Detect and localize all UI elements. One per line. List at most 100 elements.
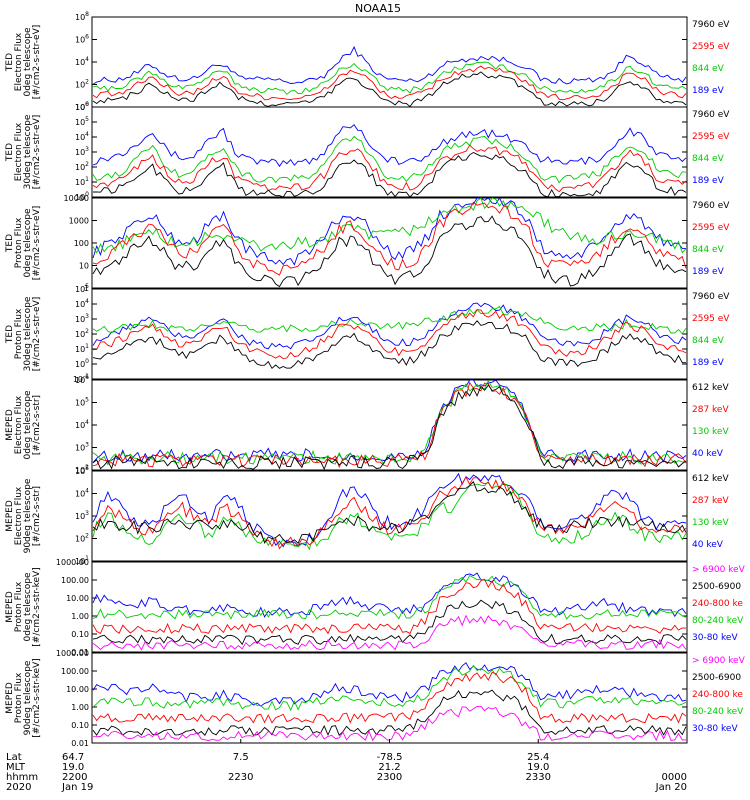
x-tick-label: 7.5 [233, 752, 249, 763]
y-axis-label-line: 0deg telescope [23, 572, 33, 642]
panel-frame [91, 106, 688, 198]
panel-p2: 100 101 102 103 104 105 106 TED Electron Flux 30d… [5, 101, 730, 202]
y-tick-label: 102 [75, 464, 89, 475]
legend-entry: 612 keV [692, 474, 729, 484]
y-axis-label-line: Electron Flux [14, 122, 24, 181]
legend-entry: 612 keV [692, 383, 729, 393]
y-tick-label: 10 [79, 262, 89, 271]
y-tick-label: 105 [75, 116, 89, 127]
series-line-130-kev [92, 379, 687, 466]
panel-p6: 101 102 103 104 105 MEPED Electron Flux 90deg t… [5, 465, 729, 566]
legend-entry: 189 eV [692, 267, 725, 277]
y-axis-label-line: MEPED [5, 591, 15, 623]
legend-entry: 30-80 keV [692, 633, 738, 643]
y-axis-label-line: Electron Flux [14, 32, 24, 91]
legend-entry: 130 keV [692, 427, 729, 437]
y-axis-label-line: 30deg telescope [23, 114, 33, 189]
panel-frame [91, 16, 688, 108]
y-tick-label: 10.00 [66, 685, 89, 694]
series-line-287-kev [92, 381, 687, 469]
y-tick-label: 102 [75, 328, 89, 339]
legend-entry: 240-800 ke [692, 599, 743, 609]
series-line-130-kev [92, 480, 687, 551]
series-line-844-ev [92, 61, 687, 95]
x-tick-label: 19.0 [527, 762, 549, 773]
y-axis-label-line: 30deg telescope [23, 296, 33, 371]
series-line-240-800-ke [92, 578, 687, 635]
legend-entry: 2500-6900 [692, 673, 741, 683]
legend-entry: 189 eV [692, 86, 725, 96]
x-row-label-year: 2020 [6, 782, 31, 793]
y-axis-label-line: MEPED [5, 409, 15, 441]
y-tick-label: 106 [75, 101, 89, 112]
y-tick-label: 102 [75, 79, 89, 90]
panel-p4: 10-1 100 101 102 103 104 105 TED Proton Flux 30de… [5, 283, 730, 384]
x-tick-label: 2230 [228, 772, 253, 783]
x-tick-label: -78.5 [377, 752, 403, 763]
legend-entry: 130 keV [692, 518, 729, 528]
y-tick-label: 10.00 [66, 594, 89, 603]
y-tick-label: 101 [75, 555, 89, 566]
y-tick-label: 0.01 [71, 648, 89, 657]
legend-entry: 7960 eV [692, 20, 730, 30]
panel-p7: 0.01 0.10 1.00 10.00 100.00 1000.00 MEPED Proto… [5, 558, 746, 657]
y-tick-label: 102 [75, 533, 89, 544]
x-tick-label: 2200 [62, 772, 87, 783]
legend-entry: 7960 eV [692, 110, 730, 120]
panel-p8: 0.01 0.10 1.00 10.00 100.00 1000.00 MEPED Proto… [5, 649, 746, 748]
legend-entry: > 6900 keV [692, 565, 746, 575]
y-tick-label: 104 [75, 298, 89, 309]
x-row-label-lat: Lat [6, 752, 22, 763]
y-axis-label-line: Proton Flux [14, 672, 24, 723]
y-tick-label: 104 [75, 419, 89, 430]
y-tick-label: 100 [75, 358, 89, 369]
y-tick-label: 106 [75, 34, 89, 45]
y-tick-label: 103 [75, 146, 89, 157]
y-tick-label: 104 [75, 131, 89, 142]
legend-entry: 287 keV [692, 405, 729, 415]
y-axis-label-line: Electron Flux [14, 395, 24, 454]
y-axis-label-line: 90deg telescope [23, 660, 33, 735]
panel-frame [91, 652, 688, 744]
series-line-2500-6900 [92, 689, 687, 737]
legend-entry: 2595 eV [692, 223, 730, 233]
y-axis-label-line: [#/cm2-s-str-keV] [32, 567, 42, 646]
y-tick-label: 102 [75, 161, 89, 172]
x-tick-label: 2330 [526, 772, 551, 783]
series-line-30-80-kev [92, 662, 687, 707]
y-tick-label: 103 [75, 510, 89, 521]
y-axis-label-line: [#/cm2-s-str-keV] [32, 658, 42, 737]
y-tick-label: 104 [75, 488, 89, 499]
x-row-label-hhmm: hhmm [6, 772, 38, 783]
series-line-612-kev [92, 480, 687, 544]
series-line-7960-ev [92, 71, 687, 108]
series-line-844-ev [92, 197, 687, 254]
legend-entry: 844 eV [692, 64, 725, 74]
x-tick-label: 21.2 [378, 762, 400, 773]
series-line-240-800-ke [92, 671, 687, 724]
y-tick-label: 108 [75, 11, 89, 22]
series-line-189-ev [92, 197, 686, 266]
y-axis-label-line: [#/cm2-s-str-eV] [32, 206, 42, 281]
y-tick-label: 1.00 [71, 612, 89, 621]
y-axis-label-line: MEPED [5, 682, 15, 714]
series-line-7960-ev [92, 320, 686, 370]
y-tick-label: 101 [75, 343, 89, 354]
legend-entry: 844 eV [692, 336, 725, 346]
series-line-40-kev [92, 379, 687, 463]
panel-p1: 100 102 104 106 108 TED Electron Flux 0deg tele… [5, 11, 730, 112]
chart-title: NOAA15 [355, 2, 401, 15]
y-axis-label-line: 0deg telescope [23, 208, 33, 278]
legend-entry: > 6900 keV [692, 656, 746, 666]
x-tick-label: 64.7 [62, 752, 84, 763]
series-line-189-ev [92, 302, 687, 350]
series-line-30-80-kev [92, 572, 687, 618]
x-row-label-mlt: MLT [6, 762, 26, 773]
series-line-287-kev [92, 476, 687, 550]
series-line-80-240-kev [92, 664, 687, 712]
legend-entry: 2595 eV [692, 42, 730, 52]
legend-entry: 30-80 keV [692, 724, 738, 734]
series-line-2595-ev [92, 201, 687, 276]
y-tick-label: 10000 [64, 194, 89, 203]
